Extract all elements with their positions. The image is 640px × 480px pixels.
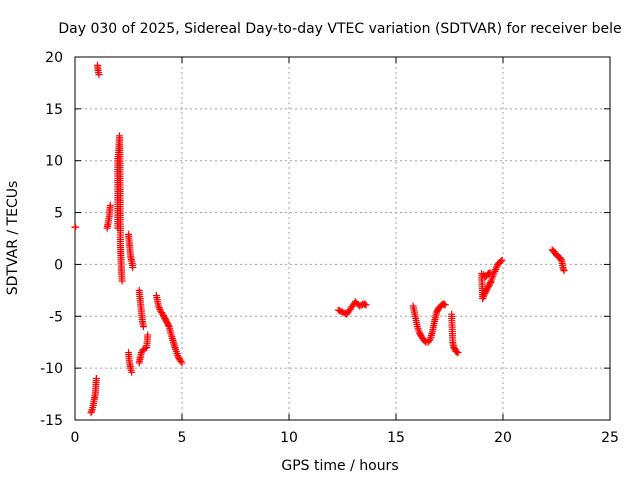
data-points	[71, 61, 568, 417]
grid-lines	[75, 57, 610, 420]
data-point-marker	[72, 223, 80, 231]
data-point-marker	[560, 267, 568, 275]
y-tick-label: 15	[45, 102, 63, 118]
data-point-marker	[486, 269, 494, 277]
x-tick-label: 10	[280, 430, 298, 446]
data-point-marker	[95, 71, 103, 79]
data-point-marker	[498, 256, 506, 264]
data-point-marker	[479, 295, 487, 303]
x-tick-label: 25	[601, 430, 619, 446]
data-point-marker	[492, 266, 500, 274]
data-point-marker	[106, 201, 114, 209]
data-point-marker	[118, 277, 126, 285]
x-tick-label: 20	[494, 430, 512, 446]
data-point-marker	[155, 304, 163, 312]
data-point-marker	[492, 264, 500, 272]
x-tick-label: 5	[178, 430, 187, 446]
data-point-marker	[144, 331, 152, 339]
data-point-marker	[178, 359, 186, 367]
data-point-marker	[92, 375, 100, 383]
axis-ticks: 0 5 10 15 20 25 -15 -10 -5 0 5 10 15 20	[40, 50, 619, 446]
data-point-marker	[441, 301, 449, 309]
data-point-marker	[139, 323, 147, 331]
data-point-marker	[128, 368, 136, 376]
data-point-marker	[497, 257, 505, 265]
chart-title: Day 030 of 2025, Sidereal Day-to-day VTE…	[58, 21, 621, 37]
y-tick-label: -15	[40, 413, 63, 429]
data-point-marker	[129, 264, 137, 272]
y-tick-label: 0	[54, 257, 63, 273]
y-tick-label: -5	[49, 309, 63, 325]
x-tick-label: 0	[71, 430, 80, 446]
data-point-marker	[487, 278, 495, 286]
y-tick-label: 10	[45, 154, 63, 170]
data-point-marker	[362, 301, 370, 309]
data-point-marker	[177, 357, 185, 365]
x-tick-label: 15	[387, 430, 405, 446]
y-tick-label: -10	[40, 361, 63, 377]
data-point-marker	[425, 337, 433, 345]
data-point-marker	[454, 349, 462, 357]
data-point-marker	[164, 321, 172, 329]
plot-area-frame	[74, 56, 611, 421]
data-point-marker	[479, 293, 487, 301]
x-axis-label: GPS time / hours	[281, 458, 398, 474]
data-point-marker	[154, 302, 162, 310]
data-point-marker	[480, 291, 488, 299]
y-axis-label: SDTVAR / TECUs	[5, 181, 21, 296]
y-tick-label: 5	[54, 206, 63, 222]
data-point-marker	[491, 267, 499, 275]
y-tick-label: 20	[45, 50, 63, 66]
